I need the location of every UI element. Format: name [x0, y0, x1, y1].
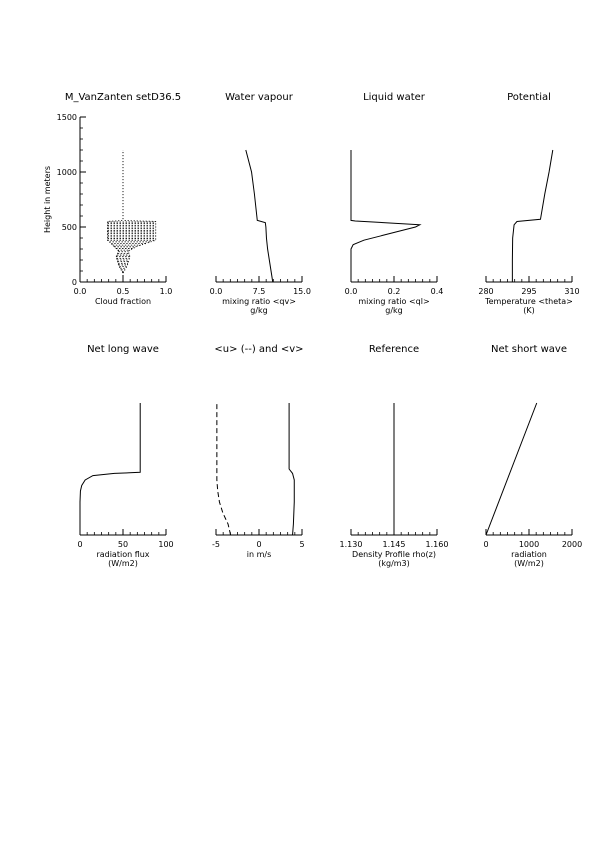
x-tick-label: 0.0 [210, 287, 223, 296]
panel-title: Liquid water [363, 92, 426, 103]
series-line-1 [107, 150, 124, 282]
x-tick-label: 295 [521, 287, 536, 296]
x-axis-label: radiation [511, 550, 547, 559]
series-line-1 [511, 149, 554, 282]
x-tick-label: 0 [256, 540, 261, 549]
x-axis-label: (W/m2) [514, 559, 544, 568]
panel-6: <u> (--) and <v> -5 0 5 in m/s [212, 344, 305, 559]
series-line-1 [485, 402, 538, 536]
series-line-2 [288, 403, 295, 536]
x-axis-label: mixing ratio <ql> [358, 297, 429, 306]
x-tick-label: 0.4 [431, 287, 444, 296]
x-tick-label: 1.130 [340, 540, 363, 549]
x-tick-label: 0 [483, 540, 488, 549]
panel-8: Net short wave 0 1000 2000 radiation(W/m2) [483, 344, 582, 568]
panel-title: Net short wave [491, 344, 567, 355]
panel-5: Net long wave 0 50 100 radiation flux(W/m2) [77, 344, 173, 568]
x-tick-label: -5 [212, 540, 220, 549]
x-tick-label: 310 [564, 287, 579, 296]
y-tick-label: 1000 [57, 168, 77, 177]
x-tick-label: 15.0 [293, 287, 311, 296]
x-tick-label: 1.160 [426, 540, 449, 549]
x-tick-label: 5 [299, 540, 304, 549]
panel-title: Net long wave [87, 344, 159, 355]
x-tick-label: 0.0 [74, 287, 87, 296]
series-line-1 [216, 403, 232, 536]
y-axis-label: Height in meters [43, 166, 52, 233]
panel-title: Potential [507, 92, 551, 103]
x-axis-label: radiation flux [96, 550, 149, 559]
x-tick-label: 1.0 [160, 287, 173, 296]
panel-title: Water vapour [225, 92, 294, 103]
series-line-1 [79, 403, 141, 535]
panel-title: M_VanZanten setD36.5 [65, 92, 181, 103]
x-axis-label: (K) [523, 306, 535, 315]
x-axis-label: g/kg [385, 306, 402, 315]
y-tick-label: 1500 [57, 113, 77, 122]
x-tick-label: 7.5 [253, 287, 266, 296]
panel-title: <u> (--) and <v> [214, 344, 303, 355]
series-line-2 [122, 219, 157, 282]
x-tick-label: 0.2 [388, 287, 401, 296]
x-tick-label: 1000 [519, 540, 539, 549]
x-tick-label: 100 [158, 540, 173, 549]
x-tick-label: 0.5 [117, 287, 130, 296]
x-axis-label: Cloud fraction [95, 297, 151, 306]
x-tick-label: 1.145 [383, 540, 406, 549]
x-tick-label: 280 [478, 287, 493, 296]
y-tick-label: 0 [72, 278, 77, 287]
x-axis-label: mixing ratio <qv> [222, 297, 296, 306]
panel-title: Reference [369, 344, 419, 355]
series-line-1 [350, 150, 422, 282]
x-tick-label: 50 [118, 540, 128, 549]
x-axis-label: Temperature <theta> [484, 297, 573, 306]
x-tick-label: 0 [77, 540, 82, 549]
x-tick-label: 2000 [562, 540, 582, 549]
y-tick-label: 500 [62, 223, 77, 232]
panel-1: M_VanZanten setD36.5 0.0 0.5 1.0 Cloud fract… [43, 92, 181, 306]
series-line-1 [245, 149, 274, 283]
x-axis-label: g/kg [250, 306, 267, 315]
x-axis-label: (W/m2) [108, 559, 138, 568]
x-axis-label: (kg/m3) [378, 559, 410, 568]
x-axis-label: in m/s [247, 550, 272, 559]
x-tick-label: 0.0 [345, 287, 358, 296]
x-axis-label: Density Profile rho(z) [352, 550, 436, 559]
